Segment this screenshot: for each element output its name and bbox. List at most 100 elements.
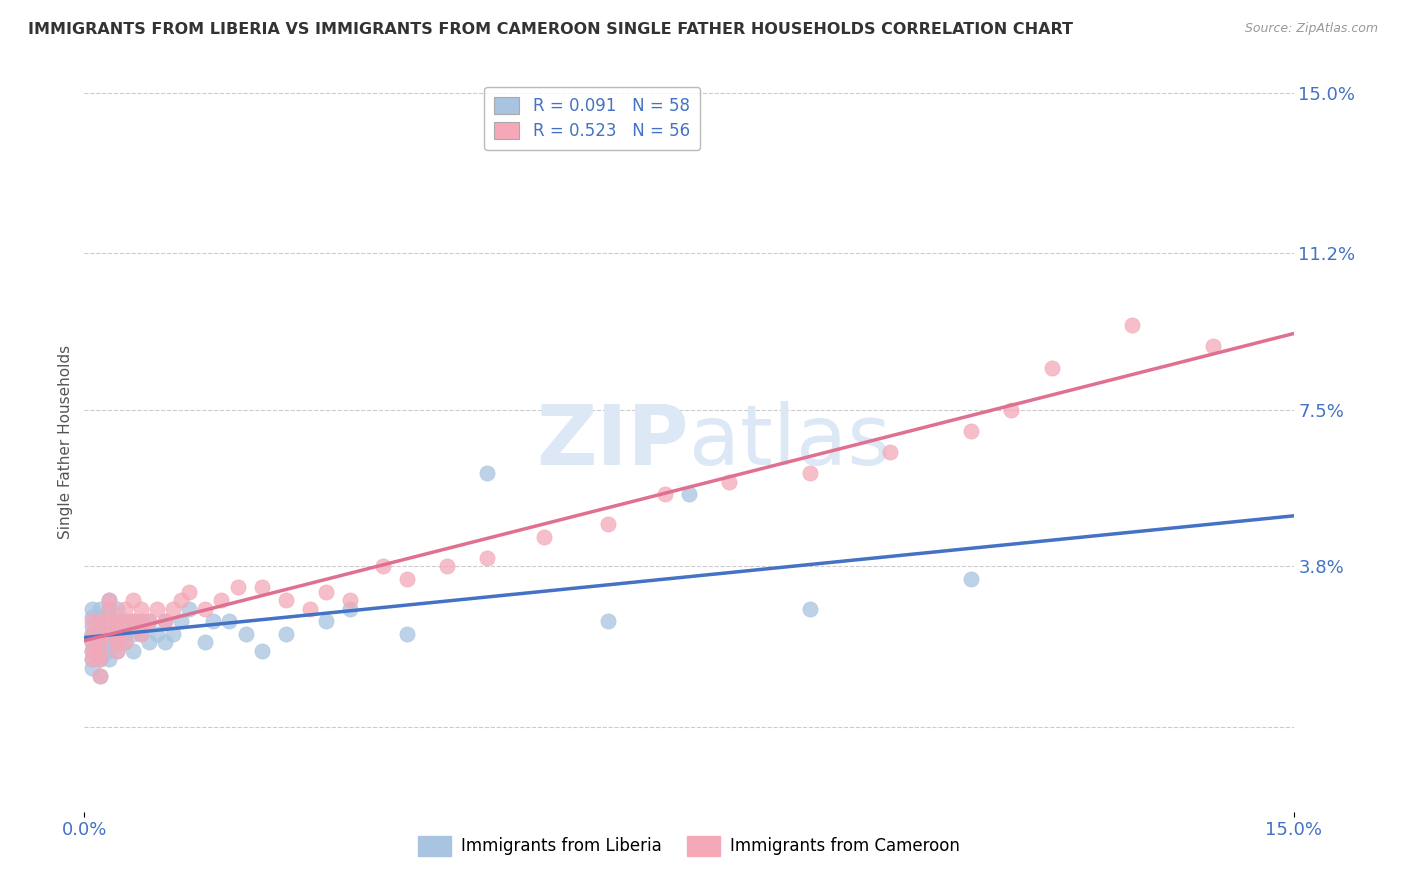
Point	[371, 559, 394, 574]
Point	[179, 584, 201, 599]
Point	[89, 652, 111, 666]
Point	[194, 635, 217, 649]
Point	[235, 627, 257, 641]
Point	[121, 627, 143, 641]
Point	[121, 644, 143, 658]
Point	[89, 635, 111, 649]
Point	[274, 627, 297, 641]
Point	[250, 644, 273, 658]
Point	[114, 615, 136, 629]
Point	[105, 644, 128, 658]
Point	[89, 644, 111, 658]
Point	[97, 627, 120, 641]
Point	[97, 652, 120, 666]
Point	[153, 635, 176, 649]
Point	[129, 627, 152, 641]
Point	[105, 601, 128, 615]
Y-axis label: Single Father Households: Single Father Households	[58, 344, 73, 539]
Point	[82, 601, 104, 615]
Point	[89, 610, 111, 624]
Point	[82, 615, 104, 629]
Point	[477, 550, 499, 565]
Point	[114, 627, 136, 641]
Point	[1202, 339, 1225, 353]
Point	[97, 644, 120, 658]
Point	[395, 572, 418, 586]
Point	[121, 615, 143, 629]
Point	[678, 487, 700, 501]
Point	[97, 593, 120, 607]
Point	[82, 652, 104, 666]
Point	[82, 610, 104, 624]
Point	[89, 669, 111, 683]
Point	[105, 635, 128, 649]
Point	[129, 601, 152, 615]
Point	[97, 593, 120, 607]
Point	[339, 593, 361, 607]
Point	[89, 669, 111, 683]
Point	[82, 635, 104, 649]
Point	[82, 652, 104, 666]
Point	[97, 635, 120, 649]
Point	[477, 467, 499, 481]
Point	[114, 601, 136, 615]
Point	[436, 559, 458, 574]
Point	[114, 615, 136, 629]
Point	[105, 615, 128, 629]
Point	[315, 584, 337, 599]
Point	[105, 627, 128, 641]
Point	[162, 627, 184, 641]
Point	[97, 627, 120, 641]
Point	[97, 615, 120, 629]
Point	[82, 627, 104, 641]
Point	[170, 593, 193, 607]
Point	[153, 615, 176, 629]
Point	[1000, 402, 1022, 417]
Point	[879, 445, 901, 459]
Point	[533, 530, 555, 544]
Point	[194, 601, 217, 615]
Point	[315, 615, 337, 629]
Text: atlas: atlas	[689, 401, 890, 482]
Text: Source: ZipAtlas.com: Source: ZipAtlas.com	[1244, 22, 1378, 36]
Point	[82, 635, 104, 649]
Point	[799, 601, 821, 615]
Point	[89, 627, 111, 641]
Point	[299, 601, 322, 615]
Legend: Immigrants from Liberia, Immigrants from Cameroon: Immigrants from Liberia, Immigrants from…	[411, 829, 967, 863]
Point	[97, 601, 120, 615]
Point	[654, 487, 676, 501]
Text: IMMIGRANTS FROM LIBERIA VS IMMIGRANTS FROM CAMEROON SINGLE FATHER HOUSEHOLDS COR: IMMIGRANTS FROM LIBERIA VS IMMIGRANTS FR…	[28, 22, 1073, 37]
Point	[718, 475, 741, 489]
Point	[82, 644, 104, 658]
Point	[89, 615, 111, 629]
Point	[129, 627, 152, 641]
Point	[89, 601, 111, 615]
Point	[179, 601, 201, 615]
Point	[138, 615, 160, 629]
Point	[121, 593, 143, 607]
Point	[209, 593, 232, 607]
Point	[82, 661, 104, 675]
Point	[89, 627, 111, 641]
Point	[146, 627, 169, 641]
Point	[114, 635, 136, 649]
Point	[799, 467, 821, 481]
Point	[138, 615, 160, 629]
Point	[129, 615, 152, 629]
Point	[105, 635, 128, 649]
Point	[162, 601, 184, 615]
Point	[82, 644, 104, 658]
Point	[395, 627, 418, 641]
Point	[129, 615, 152, 629]
Point	[274, 593, 297, 607]
Point	[339, 601, 361, 615]
Point	[250, 581, 273, 595]
Point	[114, 635, 136, 649]
Point	[1121, 318, 1143, 333]
Point	[960, 424, 983, 438]
Point	[598, 615, 620, 629]
Point	[153, 615, 176, 629]
Point	[1040, 360, 1063, 375]
Point	[138, 635, 160, 649]
